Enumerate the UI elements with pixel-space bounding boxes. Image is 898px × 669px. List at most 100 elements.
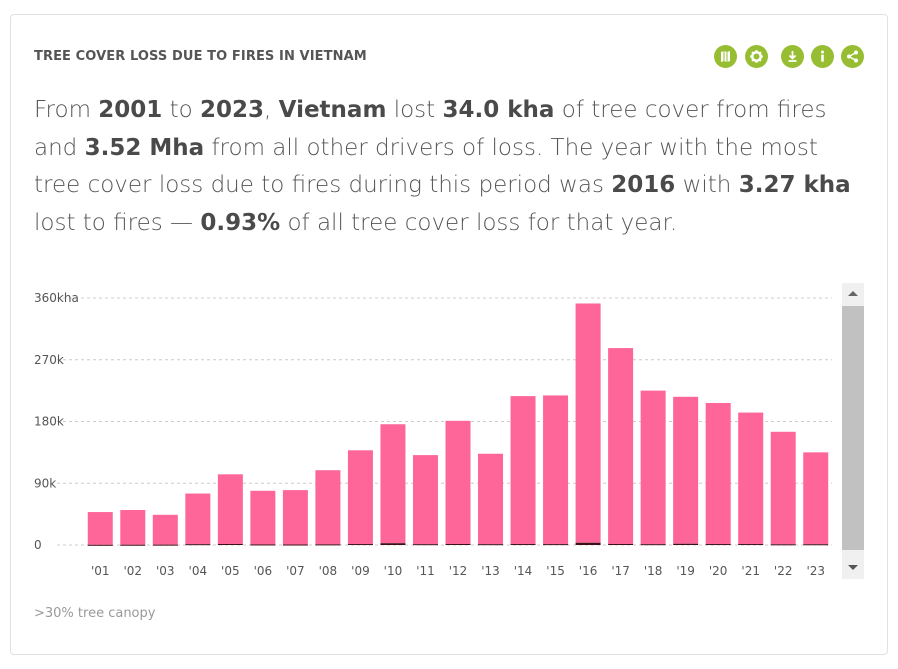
bar-fire-loss: [510, 544, 536, 546]
bar-fire-loss: [770, 544, 796, 546]
summary-text: of tree cover from fires and: [34, 97, 827, 161]
x-tick-label: '13: [481, 564, 500, 578]
bar-other-loss: [705, 402, 731, 545]
x-tick-label: '22: [774, 564, 793, 578]
summary-peak-percent: 0.93%: [200, 209, 281, 236]
x-tick-label: '11: [416, 564, 435, 578]
map-icon[interactable]: [714, 45, 737, 68]
summary-fire-loss: 34.0 kha: [442, 97, 555, 123]
bar-fire-loss: [705, 544, 731, 546]
canopy-footnote: >30% tree canopy: [34, 606, 156, 621]
summary-start-year: 2001: [98, 97, 163, 123]
bar-other-loss: [347, 450, 373, 545]
bar-other-loss: [640, 390, 666, 545]
bar-fire-loss: [575, 542, 601, 545]
summary-text: of all tree cover loss for that year.: [280, 209, 678, 236]
bar-other-loss: [315, 470, 341, 545]
bar-fire-loss: [120, 544, 146, 546]
x-tick-label: '20: [709, 564, 728, 578]
summary-peak-year: 2016: [611, 172, 676, 198]
bar-other-loss: [738, 412, 764, 545]
bar-other-loss: [673, 396, 699, 544]
summary-text: ,: [264, 97, 279, 123]
bar-fire-loss: [185, 544, 211, 546]
x-tick-label: '09: [351, 564, 370, 578]
bar-other-loss: [217, 474, 243, 544]
summary-text: to: [162, 97, 201, 123]
x-tick-label: '01: [91, 564, 110, 578]
x-tick-label: '06: [254, 564, 273, 578]
bar-other-loss: [87, 512, 113, 545]
download-icon[interactable]: [781, 45, 804, 68]
x-tick-label: '04: [189, 564, 208, 578]
y-tick-label: 180k: [34, 415, 64, 429]
bar-fire-loss: [217, 543, 243, 545]
scroll-up-arrow-icon[interactable]: [842, 283, 864, 305]
bar-fire-loss: [803, 544, 829, 546]
x-tick-label: '02: [123, 564, 142, 578]
x-tick-label: '17: [611, 564, 630, 578]
x-tick-label: '05: [221, 564, 240, 578]
bar-fire-loss: [673, 543, 699, 545]
info-icon[interactable]: [811, 45, 834, 68]
bar-fire-loss: [347, 544, 373, 546]
x-tick-label: '08: [319, 564, 338, 578]
summary-text: lost to fires —: [34, 209, 201, 236]
x-tick-label: '15: [546, 564, 565, 578]
bar-fire-loss: [738, 544, 764, 546]
x-tick-label: '16: [579, 564, 598, 578]
summary-text: from all other drivers of loss. The year…: [34, 134, 818, 199]
x-tick-label: '07: [286, 564, 305, 578]
chart-scrollbar-thumb[interactable]: [842, 306, 864, 550]
bar-other-loss: [543, 395, 569, 545]
bar-fire-loss: [282, 544, 308, 546]
settings-gear-icon[interactable]: [745, 45, 768, 68]
bar-fire-loss: [640, 544, 666, 546]
x-tick-label: '23: [806, 564, 825, 578]
x-tick-label: '21: [741, 564, 760, 578]
y-tick-label: 0: [34, 538, 42, 552]
bar-other-loss: [412, 455, 438, 545]
bar-fire-loss: [87, 544, 113, 546]
bar-other-loss: [608, 348, 634, 544]
summary-peak-fire-loss: 3.27 kha: [738, 172, 851, 198]
summary-country: Vietnam: [278, 97, 387, 123]
bar-other-loss: [803, 452, 829, 545]
bar-other-loss: [282, 490, 308, 545]
summary-text: From: [34, 97, 99, 123]
y-tick-label: 360kha: [34, 291, 79, 305]
x-tick-label: '12: [449, 564, 468, 578]
bar-other-loss: [478, 453, 504, 545]
summary-sentence: From 2001 to 2023, Vietnam lost 34.0 kha…: [34, 92, 854, 242]
bar-other-loss: [152, 514, 178, 545]
summary-text: with: [675, 172, 739, 198]
bar-fire-loss: [412, 544, 438, 546]
x-tick-label: '10: [384, 564, 403, 578]
bar-fire-loss: [478, 544, 504, 546]
bar-fire-loss: [543, 544, 569, 546]
bar-other-loss: [120, 510, 146, 545]
summary-end-year: 2023: [200, 97, 265, 123]
summary-other-loss: 3.52 Mha: [84, 134, 205, 161]
share-icon[interactable]: [841, 45, 864, 68]
bar-other-loss: [380, 424, 406, 544]
bar-fire-loss: [445, 543, 471, 545]
bar-fire-loss: [152, 544, 178, 546]
bar-other-loss: [575, 303, 601, 543]
x-tick-label: '03: [156, 564, 175, 578]
scroll-down-arrow-icon[interactable]: [842, 557, 864, 579]
bar-other-loss: [445, 420, 471, 544]
bar-other-loss: [185, 493, 211, 545]
bar-other-loss: [770, 431, 796, 545]
summary-text: lost: [386, 97, 443, 123]
bar-other-loss: [510, 396, 536, 545]
bar-fire-loss: [608, 543, 634, 545]
x-tick-label: '19: [676, 564, 695, 578]
widget-title: TREE COVER LOSS DUE TO FIRES IN VIETNAM: [34, 49, 367, 64]
y-tick-label: 270k: [34, 353, 64, 367]
widget-card: [10, 14, 888, 655]
bar-fire-loss: [250, 544, 276, 546]
bar-other-loss: [250, 490, 276, 545]
bar-fire-loss: [315, 544, 341, 546]
